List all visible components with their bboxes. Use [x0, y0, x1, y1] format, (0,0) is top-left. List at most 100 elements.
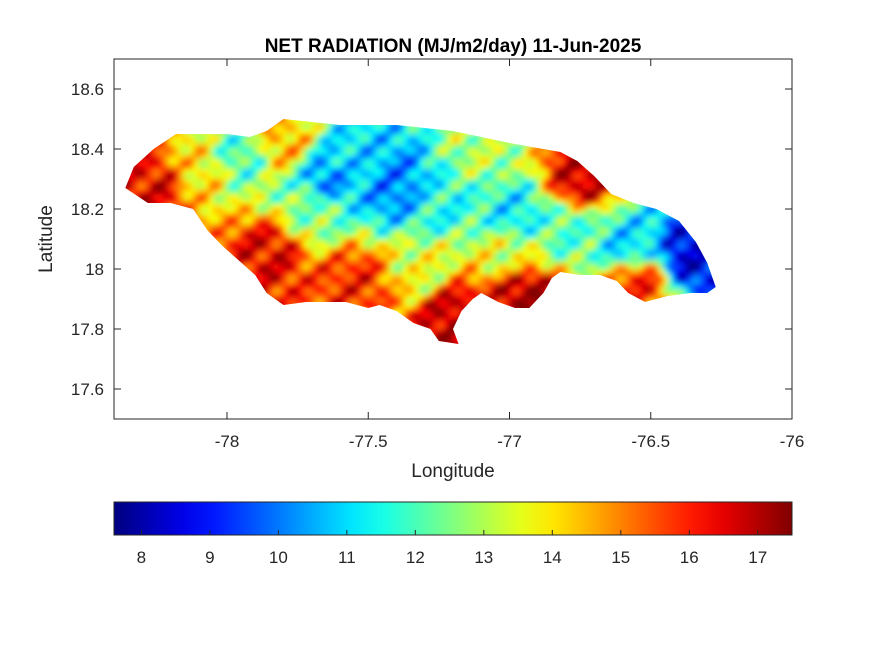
heatmap-cell: [408, 169, 415, 175]
heatmap-cell: [368, 199, 375, 205]
heatmap-cell: [268, 144, 275, 150]
heatmap-cell: [303, 269, 310, 275]
heatmap-cell: [543, 239, 550, 245]
heatmap-cell: [143, 169, 150, 175]
heatmap-cell: [413, 144, 420, 150]
heatmap-cell: [293, 159, 300, 165]
heatmap-cell: [318, 129, 325, 135]
heatmap-cell: [348, 144, 355, 150]
heatmap-cell: [288, 289, 295, 295]
heatmap-cell: [438, 154, 445, 160]
heatmap-cell: [493, 249, 500, 255]
heatmap-cell: [233, 234, 240, 240]
heatmap-cell: [383, 134, 390, 140]
heatmap-cell: [158, 189, 165, 195]
heatmap-cell: [478, 224, 485, 230]
heatmap-cell: [143, 164, 150, 170]
heatmap-cell: [638, 249, 645, 255]
heatmap-cell: [263, 194, 270, 200]
heatmap-cell: [463, 279, 470, 285]
heatmap-cell: [233, 214, 240, 220]
heatmap-cell: [303, 244, 310, 250]
heatmap-cell: [298, 144, 305, 150]
heatmap-cell: [283, 199, 290, 205]
heatmap-cell: [528, 244, 535, 250]
heatmap-cell: [453, 204, 460, 210]
heatmap-cell: [258, 234, 265, 240]
heatmap-cell: [578, 209, 585, 215]
heatmap-cell: [348, 259, 355, 265]
heatmap-cell: [503, 244, 510, 250]
heatmap-cell: [298, 164, 305, 170]
heatmap-cell: [403, 159, 410, 165]
heatmap-cell: [703, 259, 710, 265]
heatmap-cell: [558, 194, 565, 200]
heatmap-cell: [278, 259, 285, 265]
heatmap-cell: [318, 289, 325, 295]
heatmap-cell: [493, 154, 500, 160]
heatmap-cell: [393, 134, 400, 140]
heatmap-cell: [393, 124, 400, 130]
heatmap-cell: [433, 179, 440, 185]
heatmap-cell: [228, 174, 235, 180]
heatmap-cell: [388, 139, 395, 145]
heatmap-cell: [298, 194, 305, 200]
heatmap-cell: [433, 194, 440, 200]
heatmap-cell: [623, 224, 630, 230]
heatmap-cell: [383, 224, 390, 230]
heatmap-cell: [498, 219, 505, 225]
heatmap-cell: [503, 284, 510, 290]
heatmap-cell: [453, 264, 460, 270]
heatmap-cell: [448, 279, 455, 285]
heatmap-cell: [653, 294, 660, 300]
heatmap-cell: [363, 144, 370, 150]
heatmap-cell: [498, 144, 505, 150]
heatmap-cell: [298, 249, 305, 255]
heatmap-cell: [548, 274, 555, 280]
heatmap-cell: [563, 234, 570, 240]
heatmap-cell: [333, 129, 340, 135]
heatmap-cell: [488, 234, 495, 240]
heatmap-cell: [563, 184, 570, 190]
heatmap-cell: [363, 209, 370, 215]
chart-title: NET RADIATION (MJ/m2/day) 11-Jun-2025: [265, 36, 642, 57]
heatmap-cell: [478, 194, 485, 200]
heatmap-cell: [268, 184, 275, 190]
heatmap-cell: [208, 179, 215, 185]
heatmap-cell: [243, 254, 250, 260]
heatmap-cell: [268, 164, 275, 170]
heatmap-cell: [448, 264, 455, 270]
heatmap-cell: [223, 224, 230, 230]
heatmap-cell: [418, 174, 425, 180]
heatmap-cell: [358, 139, 365, 145]
heatmap-cell: [428, 179, 435, 185]
heatmap-cell: [398, 214, 405, 220]
heatmap-cell: [513, 179, 520, 185]
heatmap-cell: [543, 224, 550, 230]
heatmap-cell: [273, 189, 280, 195]
heatmap-cell: [313, 194, 320, 200]
heatmap-cell: [258, 144, 265, 150]
heatmap-cell: [398, 264, 405, 270]
heatmap-cell: [393, 229, 400, 235]
heatmap-cell: [488, 139, 495, 145]
heatmap-cell: [223, 149, 230, 155]
heatmap-cell: [308, 269, 315, 275]
heatmap-cell: [673, 274, 680, 280]
heatmap-cell: [448, 159, 455, 165]
heatmap-cell: [663, 224, 670, 230]
heatmap-cell: [473, 134, 480, 140]
heatmap-cell: [423, 169, 430, 175]
heatmap-cell: [533, 189, 540, 195]
heatmap-cell: [653, 219, 660, 225]
heatmap-cell: [403, 244, 410, 250]
heatmap-cell: [198, 189, 205, 195]
heatmap-cell: [403, 199, 410, 205]
heatmap-cell: [573, 204, 580, 210]
heatmap-cell: [268, 154, 275, 160]
heatmap-cell: [303, 254, 310, 260]
heatmap-cell: [273, 224, 280, 230]
heatmap-cell: [578, 264, 585, 270]
heatmap-cell: [373, 254, 380, 260]
heatmap-cell: [358, 199, 365, 205]
